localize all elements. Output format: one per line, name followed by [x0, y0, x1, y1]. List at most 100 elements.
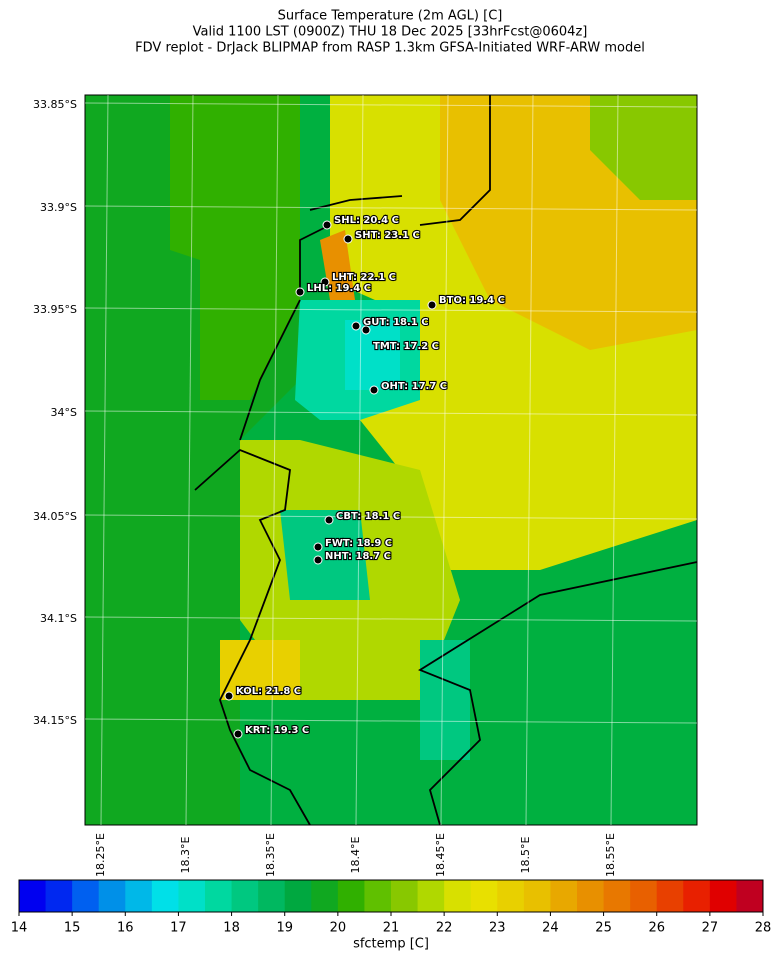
colorbar-segment: [231, 880, 259, 912]
station-label: SHT: 23.1 C: [355, 230, 420, 241]
colorbar-segment: [337, 880, 365, 912]
colorbar-segment: [178, 880, 206, 912]
station-label: CBT: 18.1 C: [336, 511, 400, 522]
station-label: SHL: 20.4 C: [334, 215, 399, 226]
station-marker: [427, 300, 437, 310]
title-line: Valid 1100 LST (0900Z) THU 18 Dec 2025 […: [193, 25, 588, 40]
terrain-region: [280, 510, 370, 600]
station-marker: [224, 691, 234, 701]
station-label: KRT: 19.3 C: [245, 725, 309, 736]
colorbar-tick-label: 19: [276, 921, 293, 936]
colorbar-segment: [125, 880, 153, 912]
colorbar-segment: [98, 880, 126, 912]
colorbar-segment: [444, 880, 472, 912]
coastline: [194, 95, 698, 826]
colorbar-tick-label: 23: [489, 921, 506, 936]
colorbar-segment: [497, 880, 525, 912]
colorbar-tick-label: 26: [648, 921, 665, 936]
colorbar-segment: [151, 880, 179, 912]
station-label: KOL: 21.8 C: [236, 686, 301, 697]
grid-line: [525, 94, 534, 826]
station-label: BTO: 19.4 C: [439, 295, 505, 306]
colorbar-segment: [577, 880, 605, 912]
colorbar-segment: [72, 880, 100, 912]
grid-line: [84, 514, 698, 520]
lat-label: 34°S: [51, 406, 77, 419]
station-label: NHT: 18.7 C: [325, 551, 391, 562]
station-label: TMT: 17.2 C: [373, 341, 439, 352]
grid-line: [84, 616, 698, 622]
lon-label: 18.4°E: [349, 836, 362, 873]
title-line: Surface Temperature (2m AGL) [C]: [278, 9, 503, 24]
terrain-region: [345, 320, 400, 390]
colorbar-segment: [603, 880, 631, 912]
colorbar-tick-label: 25: [595, 921, 612, 936]
station-label: LHL: 19.4 C: [307, 283, 371, 294]
lon-label: 18.5°E: [519, 836, 532, 873]
grid-line: [84, 410, 698, 416]
colorbar-tick-label: 28: [755, 921, 772, 936]
colorbar-segment: [284, 880, 312, 912]
station-marker: [369, 385, 379, 395]
station-marker: [313, 555, 323, 565]
station-marker: [361, 325, 371, 335]
colorbar-tick-label: 14: [11, 921, 28, 936]
colorbar-segment: [736, 880, 764, 912]
station-marker: [320, 277, 330, 287]
station-marker: [313, 542, 323, 552]
colorbar-segment: [523, 880, 551, 912]
terrain-region: [420, 640, 470, 760]
lat-label: 33.9°S: [40, 201, 77, 214]
lon-label: 18.45°E: [434, 833, 447, 877]
lon-label: 18.3°E: [179, 836, 192, 873]
colorbar-segment: [709, 880, 737, 912]
colorbar-tick-label: 15: [64, 921, 81, 936]
grid-line: [355, 94, 364, 826]
grid-line: [610, 94, 619, 826]
lat-label: 33.95°S: [33, 303, 77, 316]
station-marker: [351, 321, 361, 331]
colorbar-tick-label: 22: [436, 921, 453, 936]
station-marker: [233, 729, 243, 739]
colorbar-segment: [45, 880, 73, 912]
colorbar-segment: [205, 880, 233, 912]
colorbar-segment: [470, 880, 498, 912]
station-marker: [343, 234, 353, 244]
colorbar-tick-label: 17: [170, 921, 187, 936]
lat-label: 33.85°S: [33, 98, 77, 111]
lat-label: 34.05°S: [33, 510, 77, 523]
grid-line: [270, 94, 279, 826]
station-marker: [322, 220, 332, 230]
colorbar-segment: [683, 880, 711, 912]
grid-line: [100, 94, 109, 826]
station-marker: [324, 515, 334, 525]
grid-line: [84, 102, 698, 108]
station-label: GUT: 18.1 C: [363, 317, 429, 328]
lat-label: 34.15°S: [33, 714, 77, 727]
colorbar-segment: [19, 880, 47, 912]
colorbar-segment: [364, 880, 392, 912]
station-marker: [295, 287, 305, 297]
title-line: FDV replot - DrJack BLIPMAP from RASP 1.…: [135, 41, 645, 56]
station-label: FWT: 18.9 C: [325, 538, 392, 549]
colorbar-segment: [311, 880, 339, 912]
terrain-region: [170, 95, 300, 400]
colorbar-tick-label: 24: [542, 921, 559, 936]
colorbar-segment: [258, 880, 286, 912]
grid-line: [84, 307, 698, 313]
lon-label: 18.25°E: [94, 833, 107, 877]
station-label: LHT: 22.1 C: [332, 272, 396, 283]
terrain-region: [220, 640, 300, 700]
map-frame: [84, 94, 698, 826]
colorbar-segment: [391, 880, 419, 912]
colorbar-tick-label: 16: [117, 921, 134, 936]
grid-line: [84, 205, 698, 211]
colorbar-label: sfctemp [C]: [353, 937, 429, 952]
colorbar-segment: [630, 880, 658, 912]
grid-line: [440, 94, 449, 826]
colorbar-segment: [550, 880, 578, 912]
colorbar-segment: [656, 880, 684, 912]
map: [84, 94, 698, 826]
lon-label: 18.55°E: [604, 833, 617, 877]
